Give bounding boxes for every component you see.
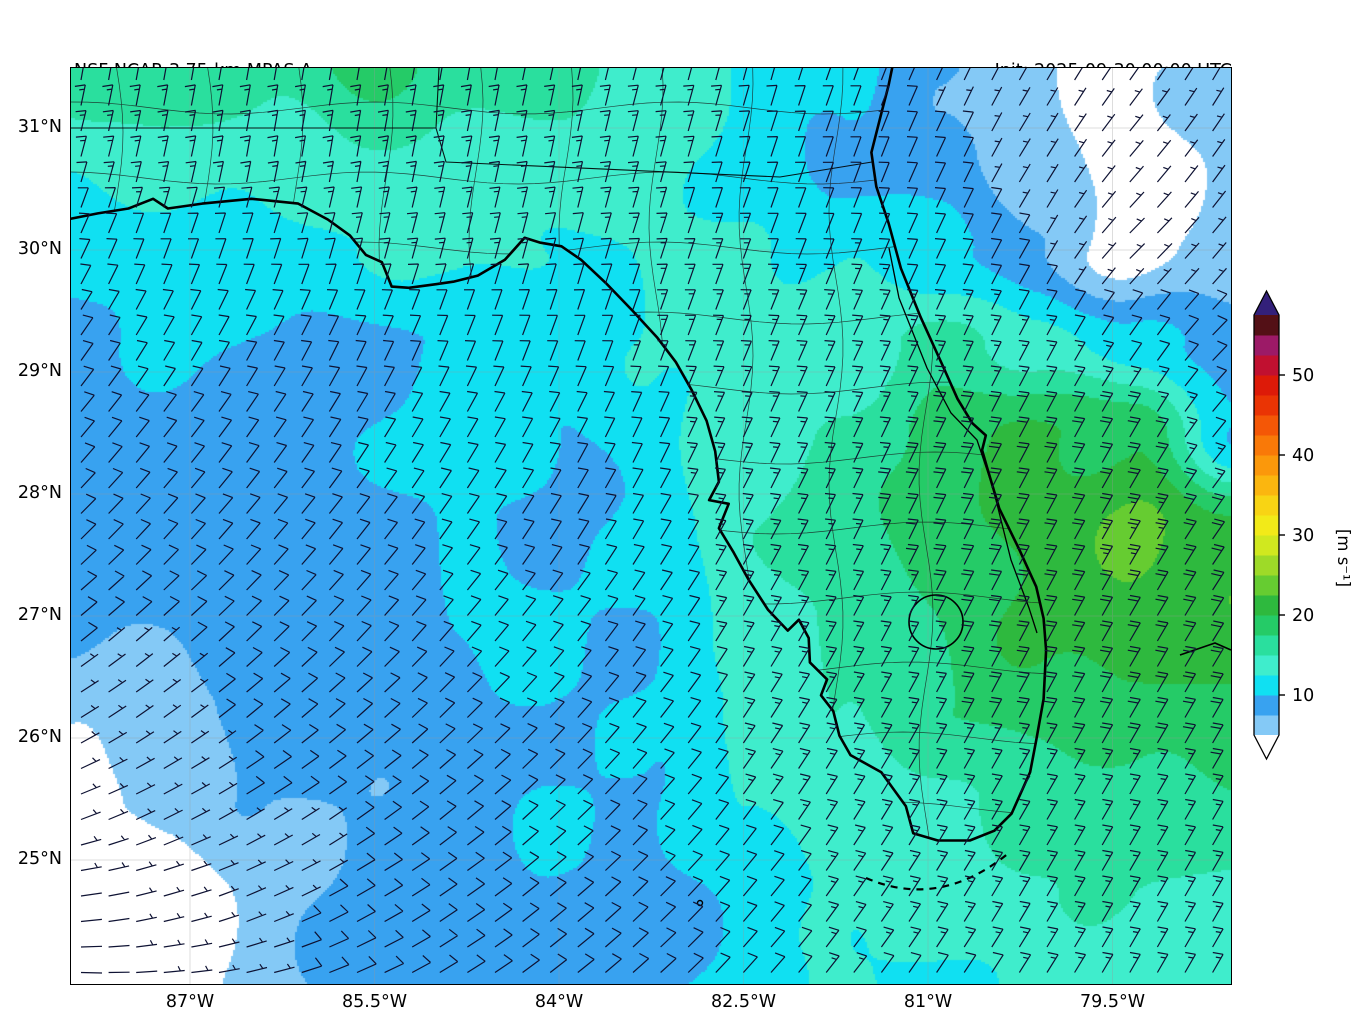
wind-barbs (74, 68, 1228, 974)
y-axis-tick-label: 27°N (17, 605, 62, 625)
state-boundaries (71, 68, 873, 178)
colorbar-tick-label: 50 (1292, 366, 1314, 386)
colorbar-bands (1254, 315, 1279, 736)
y-axis-tick-label: 26°N (17, 727, 62, 747)
colorbar-ticks: 10 20 30 40 50 (1279, 366, 1314, 706)
wind-speed-shading (71, 68, 1231, 984)
x-axis-tick-label: 85.5°W (341, 992, 408, 1012)
colorbar-outline (1253, 289, 1280, 761)
colorbar-over-arrow (1254, 291, 1279, 315)
map-plot-area (70, 67, 1232, 985)
bahamas-coast (1179, 642, 1231, 656)
y-axis-tick-label: 29°N (17, 361, 62, 381)
intracoastal-lagoon-line (888, 247, 1038, 634)
coastline (71, 68, 1048, 842)
colorbar-tick-label: 30 (1292, 526, 1314, 546)
colorbar-tick-label: 10 (1292, 686, 1314, 706)
x-axis-tick-label: 82.5°W (710, 992, 777, 1012)
colorbar-tick-label: 40 (1292, 446, 1314, 466)
y-axis-tick-label: 28°N (17, 483, 62, 503)
colorbar-axis-label: [m s⁻¹] (1334, 529, 1353, 587)
x-axis-tick-label: 79.5°W (1079, 992, 1146, 1012)
x-axis-tick-label: 84°W (534, 992, 584, 1012)
graticule (71, 68, 1231, 984)
y-axis-tick-label: 25°N (17, 849, 62, 869)
map-overlay (71, 68, 1231, 984)
x-axis-tick-label: 81°W (903, 992, 953, 1012)
y-axis-tick-label: 30°N (17, 239, 62, 259)
x-axis-tick-label: 87°W (165, 992, 215, 1012)
y-axis-tick-label: 31°N (17, 117, 62, 137)
colorbar: 10 20 30 40 50 [m s⁻¹] (1253, 289, 1353, 761)
colorbar-under-arrow (1254, 735, 1279, 759)
florida-keys (865, 851, 1011, 891)
colorbar-tick-label: 20 (1292, 606, 1314, 626)
